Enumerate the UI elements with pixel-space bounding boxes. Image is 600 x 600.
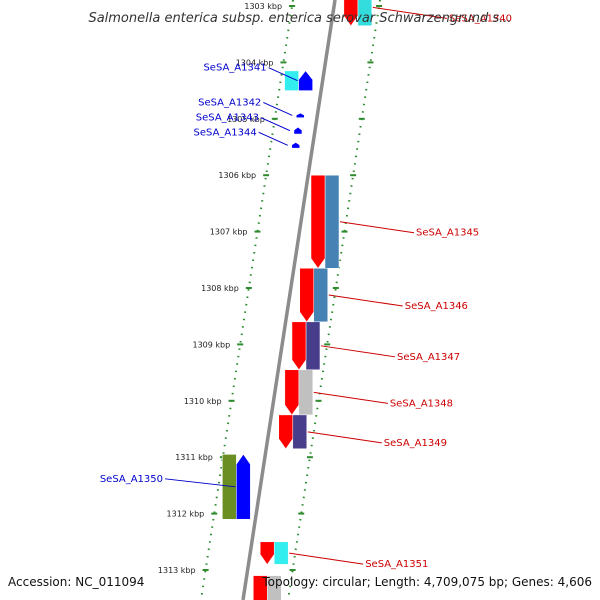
ruler-tick-label: 1309 kbp — [192, 340, 230, 349]
gene-sesa_a1349 — [278, 414, 308, 450]
gene-leader-line — [260, 117, 291, 132]
gene-sesa_a1341 — [284, 70, 313, 91]
gene-sesa_a1347 — [291, 321, 321, 371]
gene-arrow — [278, 414, 294, 450]
gene-sesa_a1345 — [310, 174, 340, 269]
backbone-layer — [241, 0, 337, 600]
map-title: Salmonella enterica subsp. enterica sero… — [88, 11, 511, 26]
gene-label: SeSA_A1342 — [198, 97, 261, 108]
gene-leader-line — [307, 431, 382, 444]
gene-cog-bar — [313, 268, 329, 323]
gene-arrow — [291, 142, 300, 149]
gene-leader-line — [164, 478, 236, 488]
accession-text: Accession: NC_011094 — [8, 575, 144, 589]
ruler-tick-label: 1310 kbp — [184, 397, 222, 406]
gene-label: SeSA_A1349 — [384, 438, 447, 449]
gene-leader-line — [320, 345, 396, 358]
gene-unnamed — [253, 575, 282, 600]
gene-arrow — [236, 453, 251, 520]
gene-cog-bar — [292, 414, 308, 449]
label-layer: SeSA_A1340 SeSA_A1341 SeSA_A1342 SeSA_A1343… — [100, 6, 512, 570]
gene-sesa_a1340 — [343, 0, 373, 27]
gene-label: SeSA_A1343 — [196, 113, 259, 124]
gene-sesa_a1350 — [222, 453, 251, 520]
ruler-tick-label: 1312 kbp — [167, 510, 205, 519]
ruler-layer: 1303 kbp 1304 kbp 1305 kbp 1306 kbp 1307 kbp… — [158, 0, 383, 600]
gene-label: SeSA_A1350 — [100, 474, 163, 485]
gene-cog-bar — [298, 369, 314, 416]
gene-layer — [222, 0, 373, 600]
ruler-tick-label: 1305 kbp — [227, 115, 265, 124]
gene-arrow — [343, 0, 359, 27]
gene-leader-line — [372, 6, 447, 19]
gene-label: SeSA_A1345 — [416, 228, 479, 239]
ruler-tick-label: 1303 kbp — [244, 2, 282, 11]
gene-arrow — [296, 112, 305, 118]
gene-sesa_a1344 — [291, 142, 300, 149]
gene-cog-bar — [305, 321, 321, 371]
ruler-tick-label: 1311 kbp — [175, 453, 213, 462]
gene-sesa_a1351 — [259, 541, 289, 565]
ruler-tick-label: 1304 kbp — [236, 58, 274, 67]
gene-label: SeSA_A1340 — [449, 13, 512, 24]
ruler-tick-label: 1313 kbp — [158, 566, 196, 575]
gene-arrow — [291, 321, 307, 371]
gene-arrow — [299, 268, 315, 323]
gene-label: SeSA_A1341 — [203, 63, 266, 74]
gene-arrow — [298, 70, 313, 91]
gene-cog-bar — [273, 541, 289, 565]
gene-label: SeSA_A1348 — [390, 398, 453, 409]
gene-label: SeSA_A1347 — [397, 352, 460, 363]
gene-sesa_a1346 — [299, 268, 329, 323]
gene-arrow — [259, 541, 275, 565]
gene-label: SeSA_A1346 — [405, 301, 468, 312]
ruler-tick-label: 1308 kbp — [201, 284, 239, 293]
ruler-tick-label: 1307 kbp — [210, 228, 248, 237]
gene-leader-line — [268, 67, 298, 82]
gene-arrow — [293, 126, 303, 135]
gene-arrow — [284, 369, 300, 416]
gene-label: SeSA_A1351 — [365, 559, 428, 570]
gene-leader-line — [328, 294, 403, 307]
gene-label: SeSA_A1344 — [194, 127, 257, 138]
gene-leader-line — [339, 221, 415, 234]
gene-cog-bar — [324, 174, 340, 269]
gene-leader-line — [263, 101, 293, 116]
gene-sesa_a1342 — [296, 112, 305, 118]
gene-leader-line — [258, 131, 288, 146]
gene-sesa_a1343 — [293, 126, 303, 135]
gene-arrow — [253, 575, 268, 600]
backbone-line — [241, 0, 337, 600]
gene-leader-line — [313, 391, 388, 404]
gene-leader-line — [289, 552, 364, 565]
topology-text: Topology: circular; Length: 4,709,075 bp… — [261, 575, 592, 589]
ruler-tick-label: 1306 kbp — [218, 171, 256, 180]
gene-arrow — [310, 174, 326, 269]
gene-sesa_a1348 — [284, 369, 314, 416]
